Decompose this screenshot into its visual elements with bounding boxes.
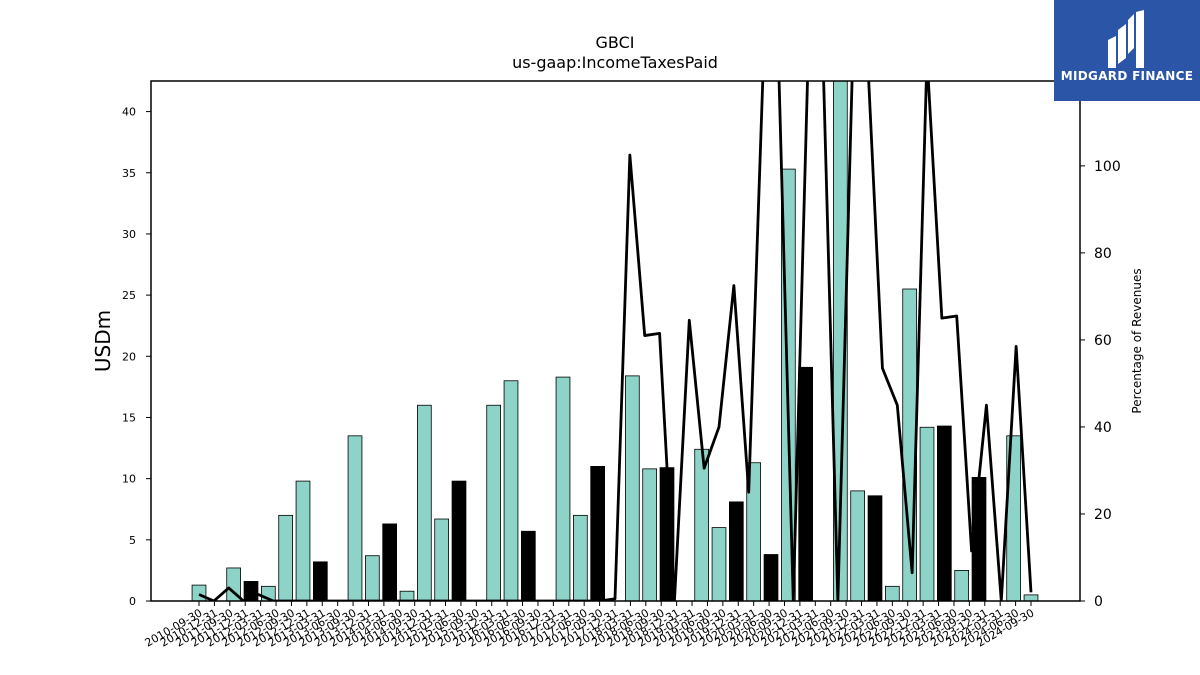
midgard-logo-icon	[1108, 10, 1144, 68]
bar	[590, 466, 605, 601]
y-tick-label: 5	[129, 534, 136, 547]
bar	[937, 425, 952, 601]
bar	[1023, 594, 1039, 601]
bar	[573, 514, 588, 601]
bar	[555, 376, 571, 601]
bar	[382, 523, 398, 601]
bar	[694, 448, 709, 601]
bar	[798, 366, 813, 601]
y-tick-label: 0	[129, 595, 136, 608]
bar	[278, 514, 294, 601]
bar	[312, 561, 328, 601]
bar	[729, 501, 744, 601]
bar	[625, 375, 640, 601]
y-axis-label: USDm	[91, 310, 115, 372]
y-tick-label: 40	[122, 106, 136, 119]
bar	[919, 426, 935, 601]
chart-subtitle: us-gaap:IncomeTaxesPaid	[512, 53, 718, 72]
bar	[711, 527, 727, 601]
series-line-percentage	[198, 81, 1033, 601]
y2-axis-label: Percentage of Revenues	[1130, 268, 1144, 413]
y-tick-label: 35	[122, 167, 136, 180]
bar	[191, 584, 207, 601]
y2-tick-label: 80	[1094, 246, 1112, 262]
bar	[954, 570, 969, 601]
bar	[295, 480, 311, 601]
y-tick-label: 20	[122, 350, 136, 363]
y-tick-label: 15	[122, 411, 136, 424]
bar	[763, 554, 779, 601]
y2-tick-label: 40	[1094, 420, 1112, 436]
brand-logo: MIDGARD FINANCE	[1054, 0, 1200, 101]
bar	[226, 567, 241, 601]
bar	[885, 585, 900, 601]
bar	[486, 404, 502, 601]
bar	[399, 590, 415, 601]
brand-logo-text: MIDGARD FINANCE	[1060, 69, 1194, 83]
bar	[850, 490, 865, 601]
bar	[451, 480, 467, 601]
bar	[416, 404, 432, 601]
y-tick-label: 30	[122, 228, 136, 241]
bar	[642, 468, 657, 601]
y2-tick-label: 60	[1094, 333, 1112, 349]
y2-tick-label: 100	[1094, 159, 1121, 175]
bar	[364, 555, 380, 601]
y-tick-label: 10	[122, 473, 136, 486]
bar	[867, 495, 883, 601]
chart-title: GBCI	[596, 33, 635, 52]
y-tick-label: 25	[122, 289, 136, 302]
bar	[434, 518, 450, 601]
bar	[521, 530, 536, 601]
y2-tick-label: 0	[1094, 594, 1103, 610]
bar	[503, 380, 519, 601]
y2-tick-label: 20	[1094, 507, 1112, 523]
bar	[347, 435, 363, 601]
